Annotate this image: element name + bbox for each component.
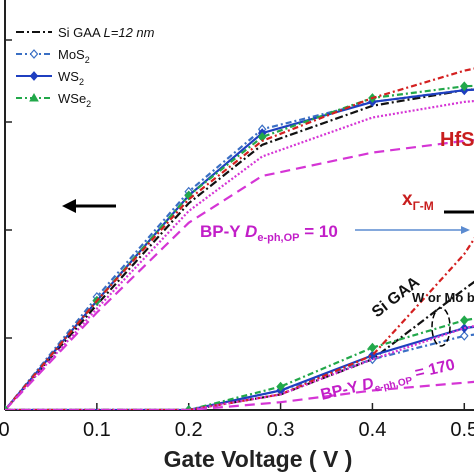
x-tick-label: 0.3: [267, 419, 295, 441]
w-or-mo-annotation: W or Mo b: [412, 290, 474, 305]
left-axis-ticks: [5, 39, 12, 339]
legend-label: WS2: [58, 69, 84, 87]
x-axis-label: Gate Voltage ( V ): [164, 446, 353, 472]
log-hfs2-line: [5, 67, 474, 410]
linear-hfs2-line: [5, 237, 474, 410]
x-axis-ticks: 00.10.20.30.40.50.6: [0, 403, 474, 441]
log-si-gaa-line: [5, 88, 474, 410]
log-mos2-line: [5, 88, 474, 410]
log-ws2-line: [5, 88, 474, 410]
log-bp-y-170-line: [5, 138, 474, 410]
w-or-mo-ellipse: [431, 307, 451, 347]
legend-marker: [29, 92, 39, 102]
x-gamma-m-annotation: xΓ-M: [402, 189, 434, 213]
bp-y-top-annotation: BP-Y De-ph,OP = 10: [200, 222, 338, 244]
legend: Si GAA L=12 nm MoS2 WS2 WSe2: [16, 25, 155, 109]
x-tick-label: 0: [0, 419, 10, 441]
log-bp-y-10-line: [5, 99, 474, 410]
series-layer: [5, 67, 474, 410]
data-point: [276, 381, 285, 392]
bp-y-pointer-arrow: [355, 226, 470, 234]
data-point: [459, 330, 469, 341]
legend-label: MoS2: [58, 47, 90, 65]
x-tick-label: 0.5: [450, 419, 474, 441]
hfs2-annotation: HfS2: [440, 129, 474, 151]
x-tick-label: 0.4: [359, 419, 387, 441]
x-tick-label: 0.2: [175, 419, 203, 441]
legend-marker: [29, 71, 39, 81]
data-point: [368, 342, 377, 353]
left-axis-arrow: [62, 199, 116, 213]
x-tick-label: 0.1: [83, 419, 111, 441]
data-point: [459, 315, 469, 326]
legend-label: WSe2: [58, 91, 91, 109]
linear-bp-y-170-line: [5, 380, 474, 410]
linear-wse2-line: [5, 317, 474, 410]
bp-y-bottom-annotation: BP-Y De-ph,OP = 170: [319, 356, 457, 406]
data-point: [459, 81, 469, 92]
log-wse2-line: [5, 84, 474, 410]
legend-marker: [29, 49, 39, 59]
legend-label: Si GAA L=12 nm: [58, 25, 155, 40]
